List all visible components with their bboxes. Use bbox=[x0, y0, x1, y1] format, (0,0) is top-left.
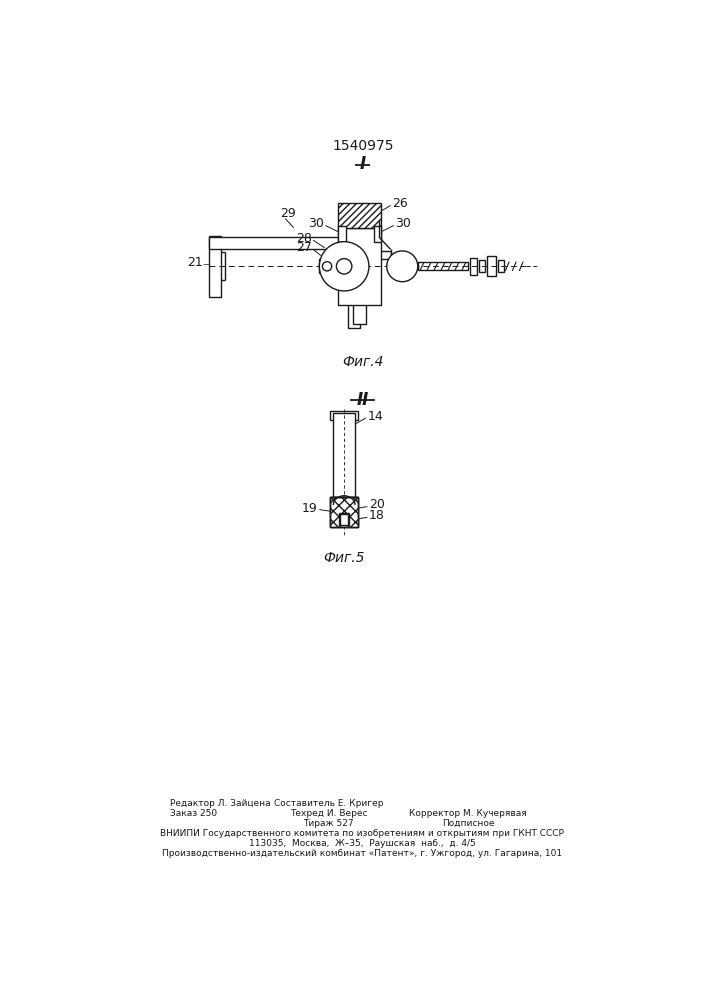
Bar bbox=[330, 497, 358, 527]
Text: Корректор М. Кучерявая: Корректор М. Кучерявая bbox=[409, 809, 527, 818]
Text: Редактор Л. Зайцена: Редактор Л. Зайцена bbox=[170, 799, 270, 808]
Text: 20: 20 bbox=[369, 498, 385, 512]
Text: 30: 30 bbox=[308, 217, 324, 230]
Bar bbox=[333, 413, 355, 497]
Text: Техред И. Верес: Техред И. Верес bbox=[290, 809, 368, 818]
Bar bbox=[340, 514, 348, 525]
Text: 26: 26 bbox=[392, 197, 408, 210]
Bar bbox=[354, 209, 366, 324]
Circle shape bbox=[320, 242, 369, 291]
Bar bbox=[209, 237, 352, 249]
Bar bbox=[469, 258, 477, 275]
Bar bbox=[330, 497, 358, 527]
Circle shape bbox=[337, 259, 352, 274]
Circle shape bbox=[322, 262, 332, 271]
Text: Составитель Е. Кригер: Составитель Е. Кригер bbox=[274, 799, 383, 808]
Bar bbox=[338, 203, 381, 228]
Bar bbox=[373, 226, 381, 242]
Text: 1540975: 1540975 bbox=[332, 139, 394, 153]
Bar bbox=[418, 262, 468, 270]
Bar bbox=[479, 260, 485, 272]
Text: 19: 19 bbox=[302, 502, 317, 515]
Bar bbox=[338, 228, 381, 305]
Text: 21: 21 bbox=[187, 256, 203, 269]
Text: Фиг.5: Фиг.5 bbox=[323, 551, 365, 565]
Bar bbox=[209, 235, 221, 297]
Bar bbox=[348, 237, 361, 328]
Circle shape bbox=[387, 251, 418, 282]
Text: 113035,  Москва,  Ж–35,  Раушская  наб.,  д. 4/5: 113035, Москва, Ж–35, Раушская наб., д. … bbox=[249, 839, 475, 848]
Text: Заказ 250: Заказ 250 bbox=[170, 809, 217, 818]
Text: Фиг.4: Фиг.4 bbox=[342, 355, 383, 369]
Text: 27: 27 bbox=[296, 241, 312, 254]
Bar bbox=[330, 411, 358, 420]
Bar bbox=[320, 259, 335, 273]
Text: 14: 14 bbox=[368, 410, 383, 423]
Bar bbox=[352, 251, 391, 259]
Text: Подписное: Подписное bbox=[442, 819, 494, 828]
Text: ВНИИПИ Государственного комитета по изобретениям и открытиям при ГКНТ СССР: ВНИИПИ Государственного комитета по изоб… bbox=[160, 829, 564, 838]
Text: 18: 18 bbox=[369, 509, 385, 522]
Text: Производственно-издательский комбинат «Патент», г. Ужгород, ул. Гагарина, 101: Производственно-издательский комбинат «П… bbox=[162, 849, 562, 858]
Bar bbox=[486, 256, 496, 276]
Bar bbox=[339, 513, 349, 525]
Bar bbox=[498, 260, 504, 272]
Text: I: I bbox=[360, 155, 366, 173]
Text: II: II bbox=[356, 391, 369, 409]
Bar bbox=[338, 226, 346, 242]
Bar bbox=[330, 497, 358, 527]
Text: Тираж 527: Тираж 527 bbox=[303, 819, 354, 828]
Text: 29: 29 bbox=[281, 207, 296, 220]
Text: 28: 28 bbox=[296, 232, 312, 245]
Text: 30: 30 bbox=[395, 217, 411, 230]
